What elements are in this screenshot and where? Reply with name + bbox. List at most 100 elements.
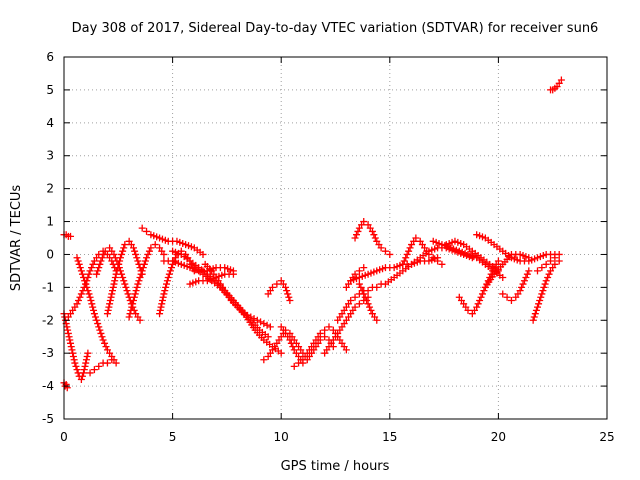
data-point (544, 273, 552, 281)
data-point (97, 329, 105, 337)
plot-border (63, 56, 608, 420)
data-point (229, 270, 237, 278)
data-point (286, 336, 294, 344)
data-point (412, 234, 420, 242)
data-point (86, 369, 94, 377)
data-point (111, 273, 119, 281)
data-point (73, 366, 81, 374)
data-point (88, 264, 96, 272)
data-point (147, 244, 155, 252)
data-point (93, 270, 101, 278)
data-point (536, 297, 544, 305)
data-point (158, 297, 166, 305)
data-point (123, 287, 131, 295)
data-point (63, 384, 71, 392)
data-point (351, 234, 359, 242)
data-point (98, 333, 106, 341)
data-point (400, 257, 408, 265)
data-point (538, 290, 546, 298)
data-point (76, 264, 84, 272)
data-point (165, 270, 173, 278)
data-point (520, 277, 528, 285)
data-point (351, 303, 359, 311)
y-axis-label: SDTVAR / TECUs (9, 185, 24, 292)
data-point (540, 283, 548, 291)
data-point (282, 283, 290, 291)
data-point (86, 293, 94, 301)
data-point (283, 287, 291, 295)
data-point (96, 326, 104, 334)
data-point (151, 241, 159, 249)
data-point (547, 257, 555, 265)
data-point (63, 323, 71, 331)
data-point (321, 333, 329, 341)
data-point (355, 300, 363, 308)
data-point (523, 270, 531, 278)
data-point (366, 303, 374, 311)
data-point (86, 267, 94, 275)
data-point (499, 273, 507, 281)
y-tick-label: 1 (46, 215, 54, 229)
data-point (143, 254, 151, 262)
data-point (124, 290, 132, 298)
data-point (287, 339, 295, 347)
data-point (399, 260, 407, 268)
data-point (354, 227, 362, 235)
data-point (104, 306, 112, 314)
data-point (83, 352, 91, 360)
y-tick-label: 2 (46, 182, 54, 196)
data-point (144, 250, 152, 258)
data-point (101, 339, 109, 347)
data-point (103, 359, 111, 367)
data-point (134, 257, 142, 265)
data-point (551, 254, 559, 262)
data-point (357, 283, 365, 291)
data-point (80, 369, 88, 377)
data-point (253, 316, 261, 324)
data-point (159, 293, 167, 301)
data-point (263, 321, 271, 329)
data-point (130, 244, 138, 252)
data-point (120, 244, 128, 252)
data-point (94, 267, 102, 275)
axes: 0 5 10 15 20 25 -5 -4 -3 -2 -1 0 1 2 3 4 5 6 (42, 50, 615, 444)
x-tick-label: 10 (274, 430, 289, 444)
chart-title: Day 308 of 2017, Sidereal Day-to-day VTE… (72, 21, 599, 36)
data-point (118, 250, 126, 258)
data-point (97, 257, 105, 265)
data-point (555, 250, 563, 258)
data-point (158, 300, 166, 308)
data-point (107, 293, 115, 301)
x-tick-label: 0 (60, 430, 68, 444)
data-point (532, 306, 540, 314)
data-point (106, 300, 114, 308)
x-tick-label: 5 (169, 430, 177, 444)
data-point (260, 356, 268, 364)
y-tick-label: 0 (46, 247, 54, 261)
data-point (516, 287, 524, 295)
data-point (93, 316, 101, 324)
data-point (67, 232, 75, 240)
data-point (136, 273, 144, 281)
data-point (290, 362, 298, 370)
data-point (101, 247, 109, 255)
data-point (406, 244, 414, 252)
data-point (480, 287, 488, 295)
data-point (77, 290, 85, 298)
data-point (162, 283, 170, 291)
data-point (476, 297, 484, 305)
data-point (157, 303, 165, 311)
data-point (108, 356, 116, 364)
data-point (478, 290, 486, 298)
data-point (542, 277, 550, 285)
data-point (499, 290, 507, 298)
data-point (94, 320, 102, 328)
data-point (373, 283, 381, 291)
data-point (89, 260, 97, 268)
data-point (525, 254, 533, 262)
data-point (80, 273, 88, 281)
data-point (90, 310, 98, 318)
data-point (166, 267, 174, 275)
data-point (360, 264, 368, 272)
